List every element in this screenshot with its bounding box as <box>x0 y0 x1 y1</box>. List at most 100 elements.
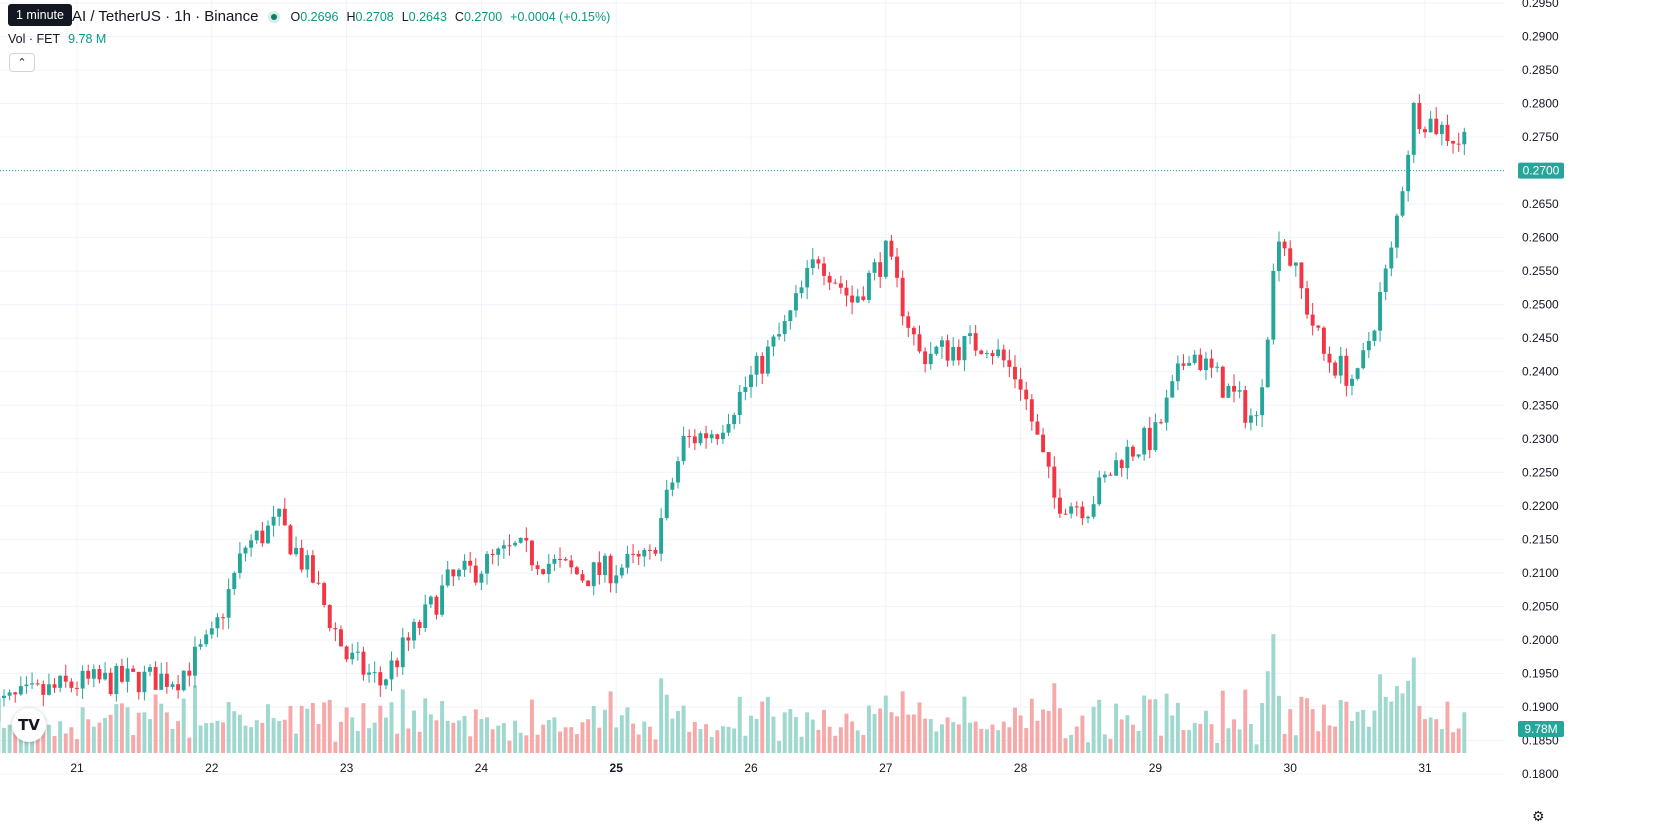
candle-body <box>69 681 74 688</box>
volume-bar <box>799 736 804 753</box>
volume-bar <box>1389 701 1394 753</box>
volume-bar <box>237 714 242 753</box>
candle-body <box>1086 516 1090 519</box>
volume-bar <box>131 735 136 753</box>
volume-bar <box>1147 699 1152 753</box>
volume-bar <box>861 734 866 753</box>
candle-body <box>80 670 85 689</box>
volume-bar <box>619 715 624 753</box>
volume-bar <box>1243 689 1248 753</box>
price-tick-label: 0.2300 <box>1522 432 1559 446</box>
candle-body <box>479 573 484 583</box>
volume-bar <box>1254 744 1259 753</box>
volume-bar <box>1187 729 1192 753</box>
gear-icon[interactable]: ⚙ <box>1532 808 1545 824</box>
volume-bar <box>192 685 197 753</box>
candle-body <box>928 353 933 365</box>
volume-bar <box>642 721 647 753</box>
candle-body <box>18 686 23 695</box>
candle-body <box>1125 446 1130 469</box>
candle-body <box>1035 421 1040 435</box>
volume-bar <box>1035 720 1040 753</box>
candle-body <box>1029 399 1034 422</box>
price-tick-label: 0.2900 <box>1522 30 1559 44</box>
volume-bar <box>692 721 697 753</box>
volume-bar <box>294 733 299 753</box>
candle-body <box>861 296 866 300</box>
candle-body <box>1063 513 1068 515</box>
volume-bar <box>1119 719 1124 753</box>
candle-body <box>529 540 534 566</box>
candle-body <box>1153 422 1158 451</box>
volume-bar <box>187 737 192 753</box>
volume-bar <box>428 714 433 753</box>
volume-bar <box>563 727 568 753</box>
time-axis[interactable]: 21 22 23 24 25 26 27 28 29 30 31 <box>70 761 1432 775</box>
candle-body <box>524 537 529 541</box>
volume-bar <box>687 731 692 753</box>
volume-bar <box>86 719 91 753</box>
volume-bar <box>1248 724 1253 753</box>
volume-bar <box>1338 700 1343 753</box>
candle-body <box>631 553 636 555</box>
volume-bar <box>355 730 360 753</box>
price-axis[interactable]: 0.2950 0.2900 0.2850 0.2800 0.2750 0.2700 0.26… <box>1522 0 1559 781</box>
candle-body <box>355 651 360 653</box>
volume-bar <box>833 735 838 753</box>
candle-body <box>951 347 956 361</box>
candle-body <box>597 562 602 575</box>
candle-body <box>86 670 91 679</box>
candle-body <box>1434 118 1439 135</box>
candle-body <box>619 567 624 576</box>
tradingview-logo-icon[interactable]: TV <box>12 708 46 742</box>
volume-bar <box>485 717 489 753</box>
volume-bar <box>614 727 619 753</box>
candle-body <box>1389 247 1394 269</box>
volume-bar <box>945 717 950 753</box>
candle-body <box>490 553 495 555</box>
candle-body <box>1462 131 1467 145</box>
volume-bar <box>1001 721 1006 753</box>
candle-body <box>1293 262 1298 266</box>
volume-bar <box>1350 721 1354 753</box>
volume-bar <box>603 709 607 753</box>
volume-bar <box>574 734 579 753</box>
volume-bar <box>552 717 557 753</box>
chevron-up-icon[interactable]: ⌃ <box>9 53 35 72</box>
candle-body <box>260 530 265 544</box>
candle-body <box>136 671 141 693</box>
volume-bar <box>367 728 372 753</box>
volume-bar <box>984 729 989 753</box>
volume-bar <box>440 701 445 753</box>
candle-body <box>895 256 899 278</box>
close-label: C <box>454 9 464 24</box>
volume-bar <box>990 724 995 753</box>
volume-bar <box>1052 683 1057 753</box>
volume-bar <box>456 720 461 753</box>
symbol-legend: AI / TetherUS · 1h · Binance O0.2696 H0.… <box>8 8 610 25</box>
candle-body <box>97 669 102 680</box>
volume-bar <box>125 707 130 753</box>
volume-bar <box>1097 699 1102 753</box>
volume-bar <box>1198 723 1203 753</box>
volume-bar <box>973 721 978 753</box>
candle-body <box>833 282 838 284</box>
volume-bar <box>108 714 113 753</box>
candle-body <box>760 355 765 374</box>
candle-body <box>148 667 152 672</box>
candle-body <box>934 346 939 354</box>
last-price-badge-bg <box>1518 162 1564 179</box>
volume-bar <box>726 726 731 753</box>
volume-bar <box>1434 719 1439 753</box>
candle-body <box>799 287 804 294</box>
symbol-title[interactable]: AI / TetherUS · 1h · Binance <box>72 8 259 25</box>
volume-bar <box>1108 738 1113 753</box>
volume-bar <box>80 707 85 753</box>
candle-body <box>1333 362 1338 376</box>
volume-bar <box>1125 715 1130 753</box>
candle-body <box>389 660 394 680</box>
volume-bar <box>322 702 327 753</box>
candle-body <box>1378 291 1383 331</box>
candle-body <box>192 646 197 676</box>
